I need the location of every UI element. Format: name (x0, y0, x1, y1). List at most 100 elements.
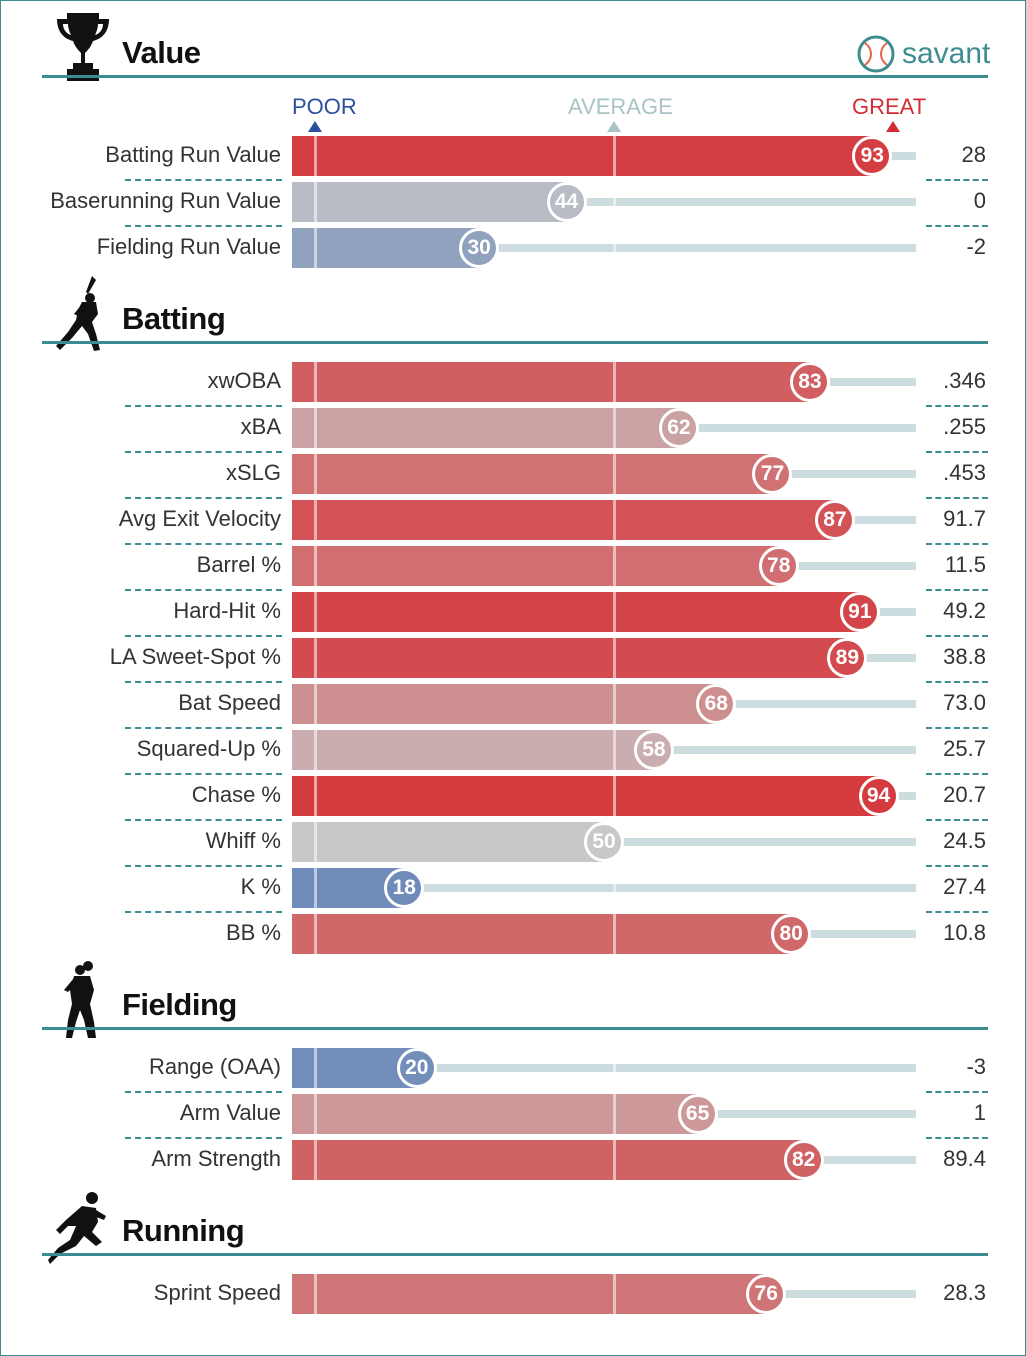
percentile-bar[interactable] (292, 684, 717, 724)
section-divider-fielding (42, 1027, 988, 1030)
reference-line-average (613, 730, 616, 770)
metric-value: 49.2 (943, 598, 986, 623)
percentile-badge[interactable]: 20 (396, 1048, 437, 1088)
percentile-badge[interactable]: 93 (852, 136, 893, 176)
metric-label: Squared-Up % (136, 736, 281, 761)
percentile-badge[interactable]: 76 (746, 1274, 787, 1314)
reference-line-poor (314, 500, 317, 540)
percentile-badge[interactable]: 30 (459, 228, 500, 268)
reference-line-poor (314, 1274, 317, 1314)
reference-line-poor (314, 1048, 317, 1088)
row-separator-left (125, 589, 282, 591)
baseball-icon (857, 35, 895, 73)
metric-value: .346 (943, 368, 986, 393)
percentile-badge[interactable]: 77 (752, 454, 793, 494)
reference-line-poor (314, 638, 317, 678)
percentile-bar[interactable] (292, 1094, 698, 1134)
row-separator-right (926, 225, 988, 227)
percentile-bar[interactable] (292, 182, 567, 222)
row-separator-left (125, 681, 282, 683)
percentile-badge[interactable]: 83 (789, 362, 830, 402)
reference-line-average (613, 776, 616, 816)
metric-label: Range (OAA) (148, 1054, 281, 1079)
percentile-badge[interactable]: 78 (758, 546, 799, 586)
metric-label: Sprint Speed (153, 1280, 281, 1305)
row-separator-left (125, 451, 282, 453)
percentile-bar[interactable] (292, 500, 835, 540)
reference-line-average (613, 638, 616, 678)
percentile-badge[interactable]: 44 (546, 182, 587, 222)
percentile-bar[interactable] (292, 638, 848, 678)
percentile-bar[interactable] (292, 914, 792, 954)
reference-line-average (613, 1048, 616, 1088)
reference-line-poor (314, 592, 317, 632)
metric-label: Whiff % (205, 828, 281, 853)
metric-value: .453 (943, 460, 986, 485)
section-divider-running (42, 1253, 988, 1256)
savant-logo[interactable]: savant (856, 34, 990, 74)
reference-line-average (613, 136, 616, 176)
legend-great: GREAT (852, 94, 927, 119)
reference-line-average (613, 546, 616, 586)
metric-label: LA Sweet-Spot % (109, 644, 281, 669)
trophy-icon (57, 13, 109, 81)
percentile-badge[interactable]: 82 (783, 1140, 824, 1180)
percentile-bar[interactable] (292, 776, 879, 816)
percentile-badge[interactable]: 18 (384, 868, 425, 908)
metric-value: 28 (961, 142, 986, 167)
metric-label: Bat Speed (178, 690, 281, 715)
percentile-bar[interactable] (292, 408, 679, 448)
legend-average: AVERAGE (568, 94, 673, 119)
row-separator-right (926, 405, 988, 407)
percentile-badge[interactable]: 62 (658, 408, 699, 448)
percentile-badge[interactable]: 87 (814, 500, 855, 540)
metric-label: xwOBA (207, 368, 281, 393)
reference-line-average (613, 1094, 616, 1134)
percentile-bar[interactable] (292, 592, 860, 632)
percentile-bar[interactable] (292, 136, 873, 176)
percentile-bar[interactable] (292, 1048, 417, 1088)
percentile-badge[interactable]: 89 (827, 638, 868, 678)
metric-label: Arm Strength (151, 1146, 281, 1171)
row-separator-left (125, 179, 282, 181)
row-separator-left (125, 865, 282, 867)
metric-value: 89.4 (943, 1146, 986, 1171)
percentile-bar[interactable] (292, 228, 480, 268)
section-title-batting: Batting (122, 301, 226, 336)
section-divider-value (42, 75, 988, 78)
percentile-badge[interactable]: 68 (696, 684, 737, 724)
row-separator-left (125, 773, 282, 775)
percentile-bar[interactable] (292, 1274, 767, 1314)
percentile-badge[interactable]: 50 (584, 822, 624, 862)
metric-label: Fielding Run Value (96, 234, 281, 259)
percentile-badge[interactable]: 91 (839, 592, 880, 632)
percentile-badge[interactable]: 80 (771, 914, 812, 954)
row-separator-left (125, 819, 282, 821)
percentile-bar[interactable] (292, 362, 810, 402)
percentile-track (292, 244, 916, 252)
reference-line-poor (314, 684, 317, 724)
reference-line-poor (314, 1094, 317, 1134)
percentile-badge[interactable]: 94 (858, 776, 899, 816)
reference-line-average (613, 408, 616, 448)
percentile-bar[interactable] (292, 1140, 804, 1180)
reference-line-poor (314, 822, 317, 862)
percentile-bar[interactable] (292, 454, 773, 494)
percentile-badge[interactable]: 65 (677, 1094, 718, 1134)
percentile-track (292, 198, 916, 206)
reference-line-poor (314, 454, 317, 494)
percentile-bar[interactable] (292, 730, 654, 770)
percentile-track (292, 1064, 916, 1072)
row-separator-right (926, 451, 988, 453)
reference-line-average (613, 592, 616, 632)
batter-icon (56, 276, 100, 351)
row-separator-left (125, 543, 282, 545)
row-separator-right (926, 589, 988, 591)
section-title-value: Value (122, 35, 201, 70)
percentile-bar[interactable] (292, 822, 604, 862)
percentile-bar[interactable] (292, 546, 779, 586)
reference-line-poor (314, 136, 317, 176)
metric-value: -2 (966, 234, 986, 259)
metric-label: Baserunning Run Value (50, 188, 281, 213)
percentile-badge[interactable]: 58 (633, 730, 674, 770)
